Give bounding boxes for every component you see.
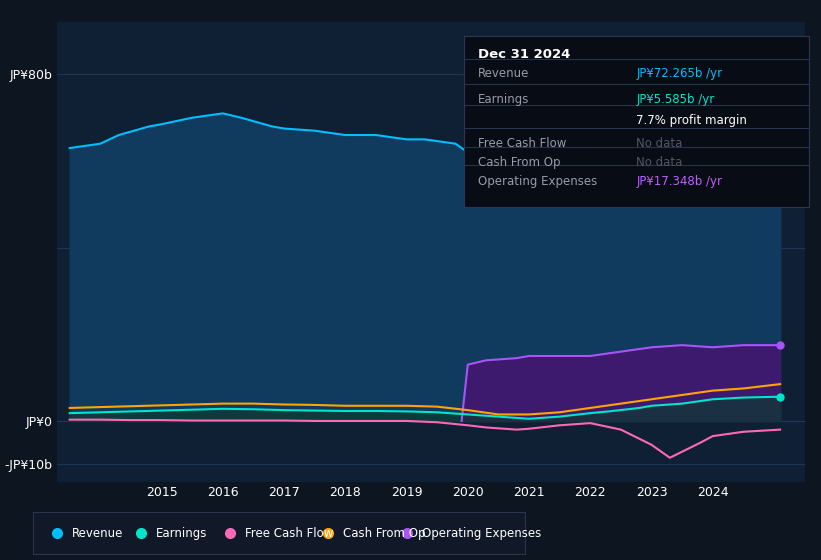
Text: Cash From Op: Cash From Op <box>343 527 425 540</box>
Text: JP¥72.265b /yr: JP¥72.265b /yr <box>636 67 722 80</box>
Text: JP¥5.585b /yr: JP¥5.585b /yr <box>636 93 714 106</box>
Text: JP¥17.348b /yr: JP¥17.348b /yr <box>636 175 722 188</box>
Text: Earnings: Earnings <box>156 527 208 540</box>
Text: Earnings: Earnings <box>478 93 529 106</box>
Text: Free Cash Flow: Free Cash Flow <box>245 527 333 540</box>
Text: Dec 31 2024: Dec 31 2024 <box>478 48 570 62</box>
Text: No data: No data <box>636 156 682 169</box>
Text: Revenue: Revenue <box>72 527 124 540</box>
Text: 7.7% profit margin: 7.7% profit margin <box>636 114 747 127</box>
Text: Operating Expenses: Operating Expenses <box>422 527 541 540</box>
Text: Cash From Op: Cash From Op <box>478 156 560 169</box>
Text: Operating Expenses: Operating Expenses <box>478 175 597 188</box>
Text: Free Cash Flow: Free Cash Flow <box>478 137 566 150</box>
Text: No data: No data <box>636 137 682 150</box>
Text: Revenue: Revenue <box>478 67 529 80</box>
